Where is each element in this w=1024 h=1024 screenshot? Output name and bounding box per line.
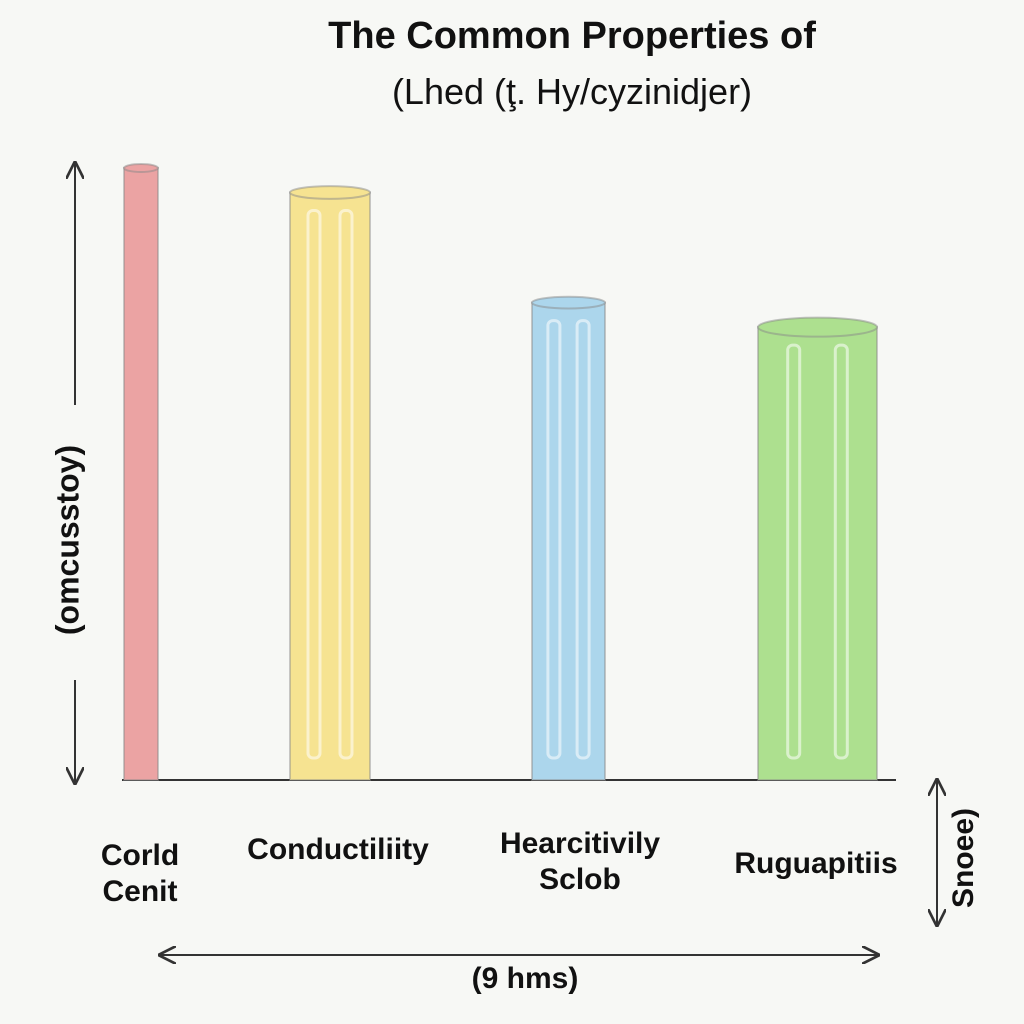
x-tick-label: Corld Cenit	[100, 839, 180, 908]
bar-stripe	[575, 319, 591, 760]
bar-stripe	[306, 208, 322, 760]
x-tick-label: Conductiliity	[247, 833, 429, 866]
bar-top	[757, 316, 878, 338]
bar-top	[123, 163, 159, 173]
bar-stripe	[833, 343, 849, 760]
bar-top	[289, 185, 371, 200]
side-label: Snoee)	[947, 808, 980, 908]
bar-top	[531, 295, 606, 310]
bar	[123, 167, 159, 781]
chart-title: The Common Properties of	[328, 15, 816, 57]
x-axis-label: (9 hms)	[472, 962, 579, 995]
chart-subtitle: (Lhed (ţ. Hy/cyzinidjer)	[392, 71, 752, 112]
x-tick-label: Ruguapitiis	[734, 847, 898, 880]
bar-stripe	[546, 319, 562, 760]
bar	[757, 326, 878, 781]
bar-stripe	[338, 208, 354, 760]
x-tick-label: Hearcitivily Sclob	[499, 827, 661, 896]
y-axis-label: (omcusstoy)	[49, 445, 85, 635]
bar	[531, 301, 606, 781]
bar-stripe	[786, 343, 802, 760]
bar	[289, 191, 371, 782]
